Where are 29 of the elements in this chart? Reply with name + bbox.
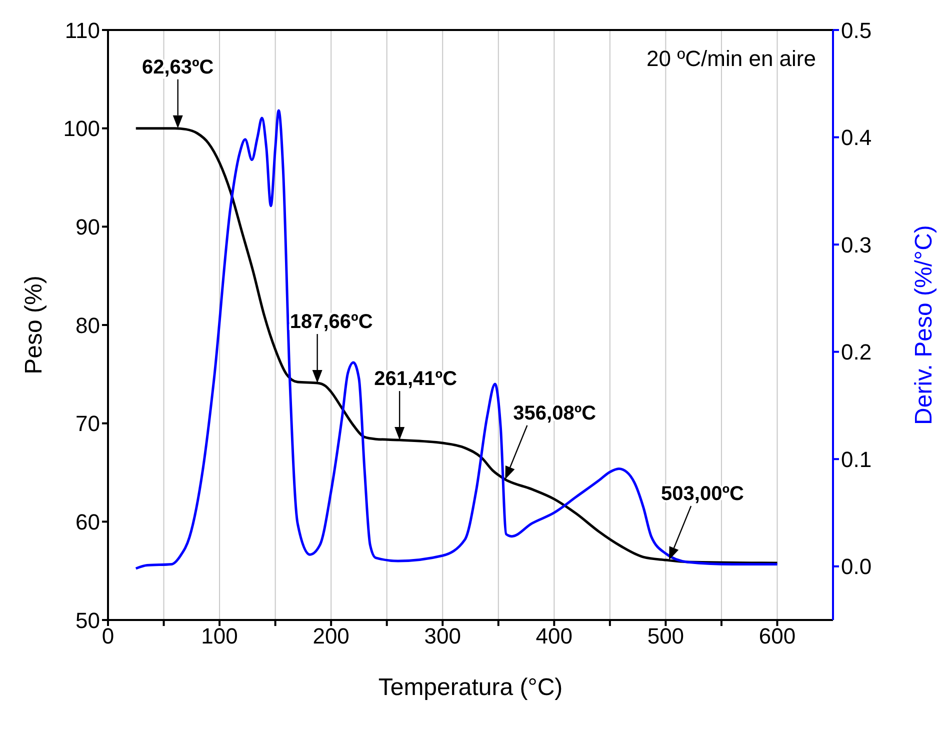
y-tick-label: 50	[76, 608, 100, 633]
y-tick-label: 60	[76, 509, 100, 534]
x-tick-label: 400	[536, 624, 573, 649]
annotation: 20 ºC/min en aire	[646, 46, 816, 72]
y2-tick-label: 0.4	[841, 125, 872, 150]
y-tick-label: 70	[76, 411, 100, 436]
y-axis-title: Peso (%)	[20, 276, 48, 374]
annotation: 261,41ºC	[374, 368, 458, 390]
y2-tick-label: 0.5	[841, 18, 872, 43]
x-tick-label: 100	[201, 624, 238, 649]
y2-axis-title: Deriv. Peso (%/°C)	[910, 225, 938, 425]
y-tick-label: 100	[63, 116, 100, 142]
annotation: 187,66ºC	[290, 311, 373, 334]
x-tick-label: 600	[758, 624, 796, 649]
annotation: 356,08ºC	[513, 402, 596, 424]
x-tick-label: 200	[312, 624, 350, 649]
y-tick-label: 110	[64, 18, 100, 43]
x-tick-label: 0	[102, 624, 114, 649]
y2-tick-label: 0.1	[841, 446, 872, 472]
y2-tick-label: 0.3	[841, 232, 872, 258]
y2-tick-label: 0.2	[841, 340, 872, 365]
y2-tick-label: 0.0	[841, 554, 872, 580]
x-tick-label: 300	[424, 624, 461, 649]
annotation: 62,63ºC	[142, 56, 214, 78]
annotation: 503,00ºC	[661, 483, 744, 506]
x-axis-title: Temperatura (°C)	[378, 674, 563, 701]
y-tick-label: 80	[76, 312, 100, 338]
x-tick-label: 500	[647, 624, 684, 649]
y-tick-label: 90	[76, 214, 100, 240]
